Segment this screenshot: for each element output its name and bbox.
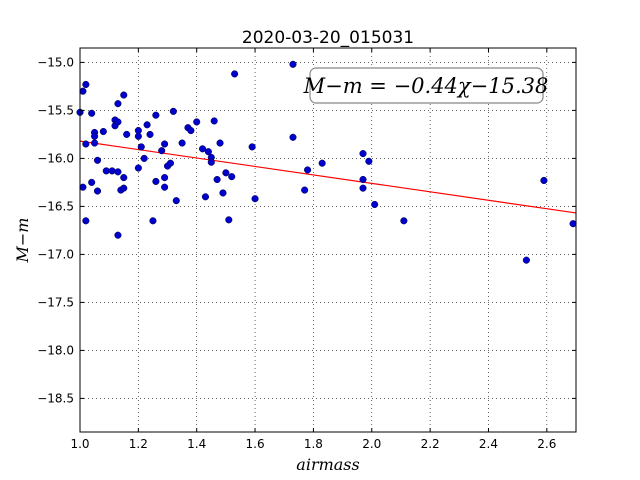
data-point [359,184,367,192]
data-point [222,169,230,177]
y-tick-label: −17.5 [37,295,74,309]
y-tick-label: −15.0 [37,55,74,69]
y-tick-label: −16.5 [37,199,74,213]
x-tick-label: 2.4 [479,437,498,451]
data-point [400,217,408,225]
data-point [248,143,256,151]
data-point [540,176,548,185]
data-point [158,147,166,155]
data-point [219,189,227,197]
x-tick-label: 1.0 [70,437,89,451]
data-point [289,60,297,68]
annotation-box: M−m = −0.44χ−15.38 [303,67,549,104]
data-point [207,158,215,166]
data-point [161,183,169,191]
data-point [304,166,312,174]
data-point [178,139,186,147]
x-tick-label: 1.8 [304,437,323,451]
y-tick-label: −18.0 [37,343,74,357]
y-tick-label: −18.5 [37,391,74,405]
data-point [120,184,128,192]
data-point [114,118,122,126]
data-point [79,87,87,95]
data-point [522,256,530,264]
data-point [88,109,96,117]
data-point [114,168,122,176]
plot-frame [79,47,577,433]
x-tick-label: 2.6 [537,437,556,451]
data-point [231,70,239,78]
y-tick-label: −15.5 [37,103,74,117]
data-point [359,175,367,184]
data-point [152,177,160,185]
data-point [569,220,577,228]
data-point [161,140,169,148]
data-point [137,143,145,151]
data-point [187,127,195,135]
data-point [140,154,148,162]
data-point [114,231,122,239]
x-tick-label: 1.4 [187,437,206,451]
data-point [204,148,212,156]
data-point [318,159,326,167]
x-tick-label: 1.2 [129,437,148,451]
data-point [161,174,169,182]
x-axis-label: airmass [296,455,359,474]
data-point [201,193,210,201]
data-point [82,217,90,225]
data-points [76,60,577,264]
axis-ticks: 1.0 1.2 1.4 1.6 1.8 2.0 2.2 2.4 2.6 −15.0 −15.5 −16… [37,48,576,451]
data-point [216,139,224,147]
data-point [134,164,142,172]
y-tick-label: −16.0 [37,151,74,165]
data-point [82,80,90,89]
data-point [198,145,207,153]
data-point [193,118,201,126]
x-tick-label: 2.2 [421,437,440,451]
data-point [371,200,379,209]
data-point [166,159,174,167]
data-point [93,156,102,164]
data-point [108,167,116,175]
data-point [114,100,122,108]
data-point [82,140,90,148]
data-point [146,130,154,138]
chart-title: 2020-03-20_015031 [242,28,414,48]
data-point [301,186,309,194]
y-axis-label: M−m [13,218,32,264]
data-point [172,197,180,205]
data-point [213,175,221,184]
data-point [99,127,107,136]
data-point [359,150,367,158]
x-tick-label: 1.6 [246,437,265,451]
data-point [79,183,87,191]
data-point [289,133,297,141]
data-point [210,117,218,125]
fit-equation: M−m = −0.44χ−15.38 [303,74,549,98]
data-point [123,130,131,138]
data-point [365,157,373,165]
grid-lines [79,48,576,432]
data-point [152,111,160,119]
data-point [225,216,233,224]
data-point [143,121,151,129]
data-point [93,187,102,195]
data-point [149,217,157,225]
data-point [251,195,259,203]
data-point [120,91,128,99]
data-point [88,178,96,186]
data-point [91,132,99,140]
data-point [120,174,128,182]
data-point [91,139,99,147]
y-tick-label: −17.0 [37,247,74,261]
x-tick-label: 2.0 [362,437,381,451]
data-point [228,173,236,181]
data-point [169,107,177,115]
data-point [134,127,142,135]
